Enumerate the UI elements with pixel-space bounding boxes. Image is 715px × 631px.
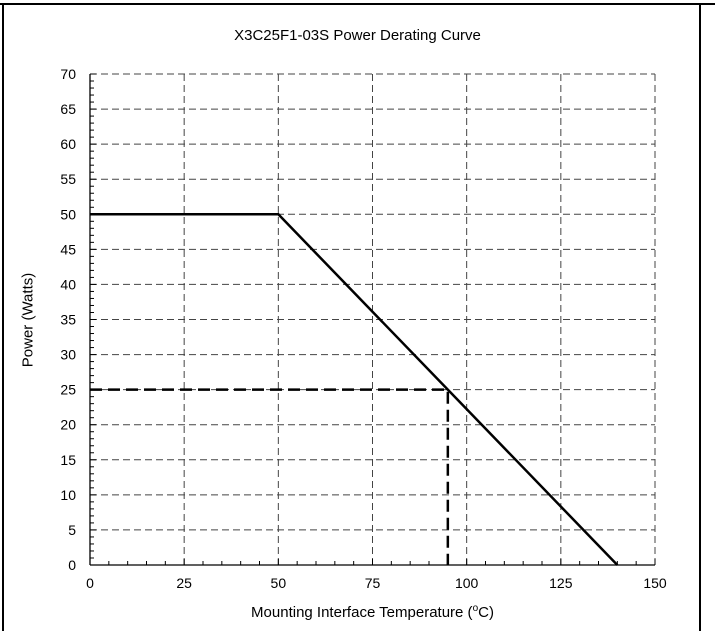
y-tick-label: 5 [68,522,76,538]
operating-point-line [90,388,450,565]
y-tick-label: 35 [60,312,76,328]
y-tick-label: 10 [60,487,76,503]
y-tick-label: 65 [60,101,76,117]
y-tick-label: 0 [68,557,76,573]
x-axis-label-suffix: C) [478,604,494,621]
y-tick-label: 25 [60,382,76,398]
y-tick-label: 70 [60,66,76,82]
derating-curve-line [90,213,619,566]
x-tick-label: 50 [271,575,287,591]
x-tick-label: 75 [365,575,381,591]
x-tick-label: 25 [176,575,192,591]
y-tick-label: 30 [60,347,76,363]
grid [90,73,656,565]
x-axis-label-prefix: Mounting Interface Temperature ( [251,604,473,621]
tick-labels: 0 5 10 15 20 25 30 35 40 45 50 55 60 65 70 0 25 50 75 100 12… [60,66,666,591]
x-tick-label: 150 [643,575,667,591]
x-tick-label: 125 [549,575,573,591]
y-tick-label: 20 [60,417,76,433]
x-tick-label: 0 [86,575,94,591]
y-tick-label: 60 [60,136,76,152]
x-axis-label-degree: o [472,603,479,614]
y-tick-label: 40 [60,276,76,292]
axes [89,73,656,566]
y-tick-label: 50 [60,206,76,222]
y-tick-label: 15 [60,452,76,468]
y-tick-label: 45 [60,241,76,257]
y-axis-label: Power (Watts) [19,272,37,368]
series-layer [90,213,619,566]
chart-title: X3C25F1-03S Power Derating Curve [234,27,481,44]
x-axis-label: Mounting Interface Temperature (oC) [90,603,655,621]
x-tick-label: 100 [455,575,479,591]
y-tick-label: 55 [60,171,76,187]
